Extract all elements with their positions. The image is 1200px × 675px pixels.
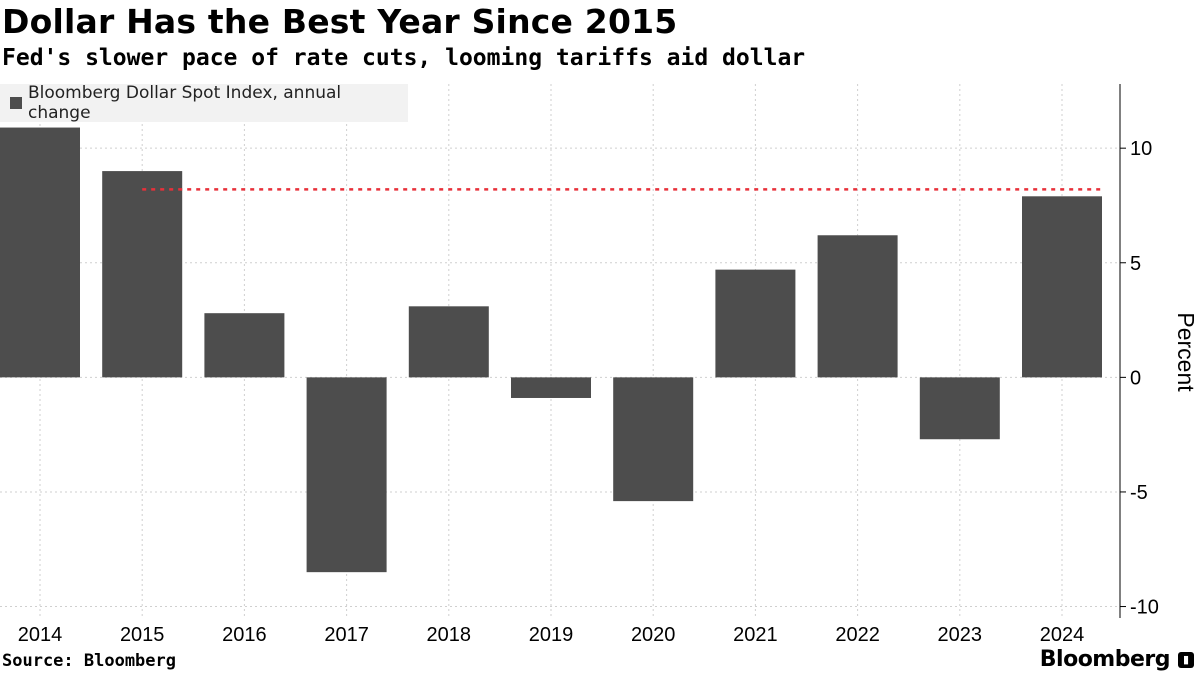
y-tick-label: 0: [1130, 367, 1141, 389]
chart-subtitle: Fed's slower pace of rate cuts, looming …: [2, 45, 806, 71]
bar-2021: [715, 269, 796, 378]
x-tick-label: 2022: [835, 624, 880, 646]
bar-2018: [408, 306, 489, 378]
x-axis-labels: 2014 2015 2016 2017 2018 2019 2020 2021 2022 2023…: [18, 624, 1085, 646]
source-note: Source: Bloomberg: [2, 651, 176, 671]
x-tick-label: 2024: [1040, 624, 1085, 646]
bar-2019: [511, 377, 591, 398]
bar-2016: [204, 313, 285, 378]
x-tick-label: 2023: [938, 624, 983, 646]
legend-swatch: [10, 97, 22, 109]
x-tick-label: 2018: [427, 624, 472, 646]
bars: [0, 127, 1102, 573]
x-tick-label: 2021: [733, 624, 778, 646]
y-tick-label: 5: [1130, 253, 1141, 275]
bar-2022: [817, 235, 898, 378]
chart-title: Dollar Has the Best Year Since 2015: [2, 2, 678, 41]
bar-2023: [919, 377, 1000, 440]
y-tick-label: 10: [1130, 138, 1152, 160]
legend-label: Bloomberg Dollar Spot Index, annual chan…: [27, 83, 342, 123]
x-tick-label: 2017: [324, 624, 369, 646]
y-axis: -10 -5 0 5 10 Percent: [1119, 84, 1199, 619]
x-tick-label: 2015: [120, 624, 165, 646]
y-tick-label: -10: [1130, 597, 1159, 619]
x-tick-label: 2014: [18, 624, 63, 646]
bar-chart-icon: ▮: [1178, 652, 1194, 668]
bar-2017: [306, 377, 387, 573]
y-tick-label: -5: [1130, 482, 1148, 504]
legend: Bloomberg Dollar Spot Index, annual chan…: [0, 83, 408, 123]
bar-2015: [102, 171, 183, 378]
y-axis-label: Percent: [1173, 312, 1199, 392]
bar-2020: [613, 377, 694, 502]
x-tick-label: 2019: [529, 624, 574, 646]
bloomberg-logo: Bloomberg: [1039, 647, 1171, 672]
bar-2014: [0, 127, 80, 378]
bar-2024: [1022, 196, 1102, 378]
x-tick-label: 2020: [631, 624, 676, 646]
x-tick-label: 2016: [222, 624, 267, 646]
